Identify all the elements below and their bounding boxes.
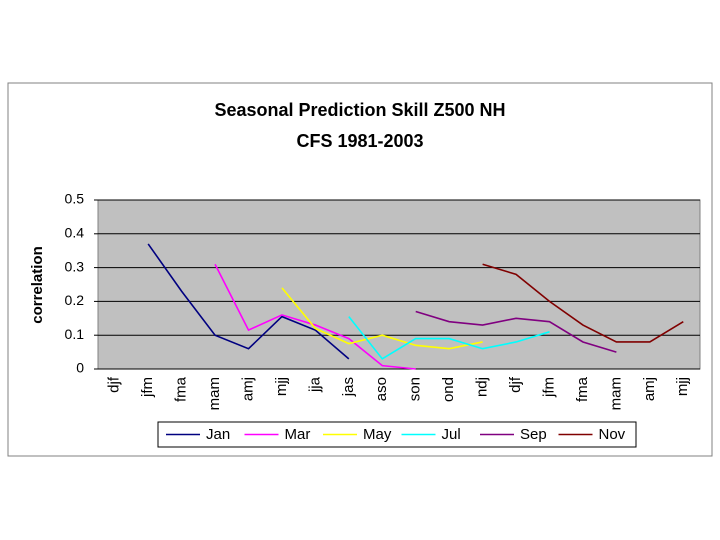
- x-tick-label: mam: [206, 377, 223, 410]
- series-line: [147, 243, 350, 360]
- chart-subtitle: CFS 1981-2003: [296, 131, 423, 151]
- y-tick-label: 0.2: [65, 292, 85, 308]
- series-line: [415, 310, 617, 353]
- x-tick-label: jfm: [540, 377, 557, 398]
- x-tick-label: mjj: [674, 377, 691, 396]
- legend-label: Mar: [285, 426, 311, 443]
- x-tick-label: fma: [173, 376, 190, 402]
- x-tick-label: ond: [440, 377, 457, 402]
- y-tick-label: 0.5: [65, 191, 85, 207]
- y-axis-label: correlation: [29, 246, 46, 324]
- x-tick-label: ndj: [474, 377, 491, 397]
- x-tick-label: mjj: [273, 377, 290, 396]
- x-tick-label: djf: [106, 376, 123, 393]
- x-tick-label: son: [407, 377, 424, 401]
- x-tick-label: djf: [507, 376, 524, 393]
- x-tick-label: amj: [239, 377, 256, 401]
- series-line: [482, 263, 684, 343]
- series-line: [214, 263, 416, 370]
- series-line: [348, 316, 550, 360]
- series-line: [281, 287, 483, 350]
- x-tick-label: jfm: [139, 377, 156, 398]
- x-tick-label: amj: [641, 377, 658, 401]
- legend: [157, 421, 637, 448]
- y-tick-label: 0: [76, 360, 84, 376]
- legend-label: May: [363, 426, 392, 443]
- chart-title: Seasonal Prediction Skill Z500 NH: [214, 100, 505, 120]
- y-tick-label: 0.3: [65, 258, 85, 274]
- legend-label: Nov: [599, 426, 626, 443]
- legend-label: Jul: [442, 426, 461, 443]
- y-tick-label: 0.4: [65, 225, 85, 241]
- plot-area: [97, 199, 701, 370]
- x-tick-label: aso: [373, 377, 390, 401]
- legend-label: Sep: [520, 426, 547, 443]
- legend-label: Jan: [206, 426, 230, 443]
- y-tick-label: 0.1: [65, 326, 85, 342]
- x-tick-label: jas: [340, 377, 357, 397]
- x-tick-label: mam: [607, 377, 624, 410]
- x-tick-label: fma: [574, 376, 591, 402]
- x-tick-label: jja: [306, 376, 323, 393]
